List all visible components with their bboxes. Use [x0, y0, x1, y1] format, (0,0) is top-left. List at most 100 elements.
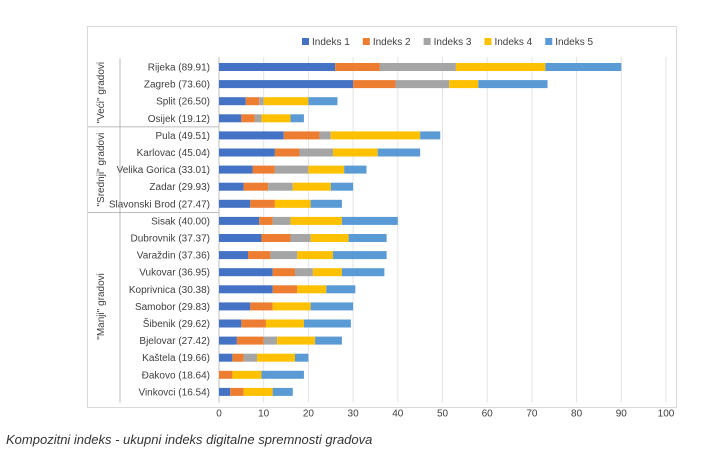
bar-segment: [250, 199, 275, 208]
category-label: Karlovac (45.04): [137, 148, 210, 159]
bar-segment: [312, 268, 342, 277]
bar-segment: [332, 251, 387, 260]
bar-segment: [395, 80, 450, 89]
category-label: Split (26.50): [156, 97, 210, 108]
bar-segment: [330, 131, 421, 140]
group-label: "Veći" gradovi: [96, 62, 107, 124]
bar-segment: [219, 131, 284, 140]
bar-segment: [377, 148, 421, 157]
bar-segment: [310, 302, 354, 311]
bar-segment: [272, 285, 298, 294]
bar-segment: [219, 63, 336, 71]
bar-segment: [332, 148, 378, 157]
bar-segment: [310, 234, 349, 242]
category-label: Pula (49.51): [156, 131, 210, 142]
legend-label: Indeks 1: [312, 37, 350, 48]
bar-segment: [272, 268, 295, 277]
category-label: Rijeka (89.91): [148, 63, 210, 74]
category-label: Vukovar (36.95): [139, 268, 210, 279]
bar-segment: [219, 199, 251, 208]
legend-label: Indeks 5: [555, 37, 593, 48]
bar-segment: [449, 80, 479, 89]
bar-segment: [299, 148, 333, 157]
category-label: Slavonski Brod (27.47): [109, 199, 210, 210]
bar-segment: [236, 336, 264, 345]
bar-segment: [308, 165, 345, 174]
bar-segment: [272, 387, 293, 396]
bar-segment: [219, 370, 233, 379]
bar-segment: [294, 353, 309, 362]
bar-segment: [219, 182, 244, 191]
bar-segment: [263, 336, 278, 345]
category-label: Koprivnica (30.38): [129, 285, 210, 296]
bar-segment: [256, 353, 295, 362]
bar-segment: [315, 336, 342, 345]
chart-caption: Kompozitni indeks - ukupni indeks digita…: [6, 432, 373, 447]
legend-swatch: [545, 38, 553, 45]
bar-segment: [274, 148, 300, 157]
bar-segment: [272, 216, 291, 225]
bar-segment: [259, 97, 264, 106]
legend-swatch: [423, 38, 431, 45]
bar-segment: [265, 319, 304, 328]
x-tick-label: 80: [571, 408, 583, 419]
bar-segment: [241, 319, 266, 328]
bar-segment: [294, 268, 313, 277]
bar-segment: [283, 131, 320, 140]
category-label: Bjelovar (27.42): [139, 336, 210, 347]
category-label: Varaždin (37.36): [137, 251, 210, 262]
bar-segment: [261, 114, 291, 123]
bar-segment: [243, 353, 257, 362]
bar-segment: [219, 285, 273, 294]
bar-segment: [219, 114, 242, 123]
category-label: Dubrovnik (37.37): [131, 234, 210, 245]
bar-segment: [353, 80, 396, 89]
x-tick-label: 50: [437, 408, 449, 419]
bar-segment: [292, 182, 331, 191]
x-tick-label: 100: [658, 408, 675, 419]
bar-segment: [303, 319, 351, 328]
category-label: Sisak (40.00): [151, 216, 210, 227]
bar-segment: [274, 199, 311, 208]
category-label: Kaštela (19.66): [142, 353, 210, 364]
bar-segment: [219, 148, 275, 157]
legend-swatch: [302, 38, 309, 45]
legend-swatch: [484, 38, 492, 45]
legend-swatch: [362, 38, 370, 45]
bar-segment: [219, 251, 249, 260]
bar-segment: [420, 131, 441, 140]
x-tick-label: 70: [526, 408, 538, 419]
group-label: "Srednji" gradovi: [96, 133, 107, 207]
bar-segment: [241, 114, 255, 123]
bar-segment: [341, 268, 385, 277]
bar-segment: [219, 80, 354, 89]
bar-segment: [219, 336, 237, 345]
bar-segment: [250, 302, 273, 311]
stacked-bar-chart: 0 10 20 30 40 50 60 70 80 90 100 Rijeka (89.91) Zagr…: [88, 37, 675, 419]
category-label: Šibenik (29.62): [143, 317, 210, 330]
bar-segment: [344, 165, 367, 174]
bar-segment: [219, 353, 233, 362]
bar-segment: [310, 199, 342, 208]
bar-segment: [270, 251, 298, 260]
bar-segment: [326, 285, 356, 294]
bar-segment: [252, 165, 275, 174]
bar-segment: [219, 302, 251, 311]
bar-segment: [274, 165, 309, 174]
bar-segment: [230, 387, 244, 396]
bar-segment: [297, 285, 327, 294]
x-tick-label: 30: [348, 408, 360, 419]
bar-segment: [545, 63, 622, 71]
bar-segment: [330, 182, 354, 191]
bar-segment: [272, 302, 311, 311]
category-label: Zagreb (73.60): [144, 80, 210, 91]
x-tick-label: 10: [258, 408, 270, 419]
category-label: Zadar (29.93): [149, 182, 210, 193]
bar-segment: [261, 234, 291, 242]
bar-segment: [219, 234, 262, 242]
x-tick-label: 20: [303, 408, 315, 419]
bar-segment: [219, 387, 231, 396]
bar-segment: [290, 234, 311, 242]
category-label: Osijek (19.12): [148, 114, 210, 125]
bar-segment: [348, 234, 387, 242]
